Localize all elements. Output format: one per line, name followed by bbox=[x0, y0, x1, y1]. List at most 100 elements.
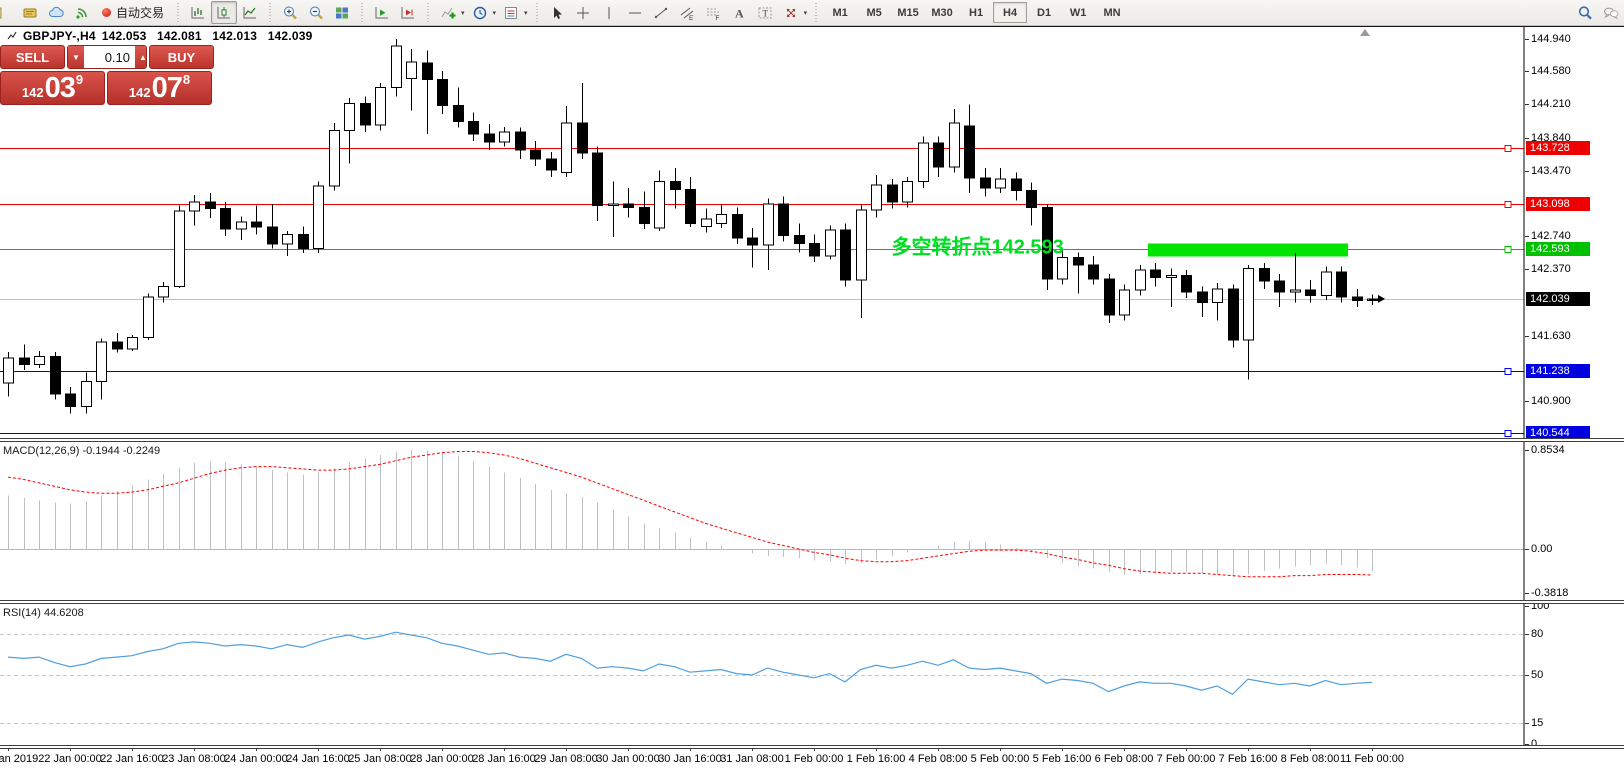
price-tick: 80 bbox=[1524, 627, 1544, 640]
candle bbox=[732, 207, 743, 245]
symbol-period: GBPJPY-,H4 bbox=[23, 29, 96, 43]
rsi-indicator-label: RSI(14) 44.6208 bbox=[3, 607, 84, 619]
turning-point-annotation[interactable]: 多空转折点142.593 bbox=[892, 234, 1064, 258]
arrows-icon[interactable] bbox=[778, 1, 804, 24]
autotrading-button[interactable]: 自动交易 bbox=[95, 2, 171, 23]
chart-shift-icon[interactable] bbox=[395, 1, 421, 24]
price-tick: 140.900 bbox=[1525, 395, 1571, 408]
candle bbox=[763, 198, 774, 271]
timeframe-button-h1[interactable]: H1 bbox=[969, 6, 984, 19]
candle bbox=[391, 38, 402, 97]
equidistant-channel-icon[interactable]: E bbox=[674, 1, 700, 24]
price-tick: 144.580 bbox=[1525, 65, 1571, 78]
price-tick: 0 bbox=[1524, 738, 1538, 750]
time-axis-label: 30 Jan 16:00 bbox=[658, 753, 722, 765]
candle bbox=[1228, 284, 1239, 348]
green-zone-rectangle[interactable] bbox=[1148, 243, 1348, 257]
buy-price[interactable]: 142 07 8 bbox=[107, 71, 212, 105]
text-label-icon[interactable]: T bbox=[752, 1, 778, 24]
sell-price-big: 03 bbox=[44, 72, 76, 104]
templates-icon[interactable] bbox=[498, 1, 524, 24]
text-icon[interactable]: A bbox=[726, 1, 752, 24]
candle bbox=[561, 106, 572, 177]
chart-mini-icon bbox=[7, 31, 17, 40]
timeframe-button-h4[interactable]: H4 bbox=[993, 2, 1028, 23]
ohlc-values: 142.053 142.081 142.013 142.039 bbox=[102, 29, 320, 43]
high-value: 142.081 bbox=[157, 29, 202, 43]
time-axis-label: 29 Jan 08:00 bbox=[534, 753, 598, 765]
templates-icon-dropdown[interactable]: ▾ bbox=[524, 9, 528, 17]
trendline-icon[interactable] bbox=[648, 1, 674, 24]
timeframe-button-d1[interactable]: D1 bbox=[1037, 6, 1052, 19]
candle bbox=[902, 176, 913, 208]
candle bbox=[127, 334, 138, 351]
close-value: 142.039 bbox=[267, 29, 313, 43]
timeframe-button-m30[interactable]: M30 bbox=[931, 6, 953, 19]
scroll-to-end-marker[interactable] bbox=[1360, 29, 1370, 36]
candle bbox=[65, 386, 76, 414]
crosshair-icon[interactable] bbox=[570, 1, 596, 24]
sell-button[interactable]: SELL bbox=[0, 45, 65, 69]
panel-separator-rsi[interactable] bbox=[0, 600, 1624, 604]
svg-text:E: E bbox=[689, 15, 694, 21]
candle bbox=[1073, 252, 1084, 294]
volume-input[interactable] bbox=[84, 46, 135, 68]
time-axis-label: 4 Feb 08:00 bbox=[908, 753, 968, 765]
sell-price[interactable]: 142 03 9 bbox=[0, 71, 105, 105]
main-price-panel: 多空转折点142.593 bbox=[0, 38, 1524, 437]
chat-icon[interactable] bbox=[1598, 1, 1624, 24]
new-order-icon[interactable] bbox=[17, 1, 43, 24]
candle bbox=[220, 202, 231, 237]
time-axis-label: 31 Jan 08:00 bbox=[720, 753, 784, 765]
bar-chart-icon[interactable] bbox=[185, 1, 211, 24]
mql5-community-icon[interactable] bbox=[43, 1, 69, 24]
line-chart-icon[interactable] bbox=[237, 1, 263, 24]
price-tick: 143.470 bbox=[1525, 164, 1571, 177]
cursor-icon[interactable] bbox=[544, 1, 570, 24]
new-order-partial-icon[interactable] bbox=[0, 1, 17, 24]
horizontal-line-icon[interactable] bbox=[622, 1, 648, 24]
timeframe-button-m15[interactable]: M15 bbox=[897, 6, 919, 19]
rsi-value: 44.6208 bbox=[43, 607, 84, 619]
indicators-icon[interactable] bbox=[435, 1, 461, 24]
buy-button[interactable]: BUY bbox=[149, 45, 214, 69]
fibonacci-icon[interactable]: F bbox=[700, 1, 726, 24]
price-tick: 15 bbox=[1524, 717, 1544, 730]
zoom-out-icon[interactable] bbox=[303, 1, 329, 24]
candle bbox=[639, 191, 650, 229]
signals-icon[interactable] bbox=[69, 1, 95, 24]
timeframe-button-w1[interactable]: W1 bbox=[1069, 6, 1087, 19]
timeframe-button-mn[interactable]: MN bbox=[1103, 6, 1121, 19]
rsi-name: RSI(14) bbox=[3, 607, 41, 619]
candle bbox=[592, 146, 603, 221]
indicators-icon-dropdown[interactable]: ▾ bbox=[461, 9, 465, 17]
time-axis-label: 7 Feb 00:00 bbox=[1156, 753, 1216, 765]
tile-windows-icon[interactable] bbox=[329, 1, 355, 24]
volume-decrease-button[interactable]: ▼ bbox=[68, 46, 84, 68]
vertical-line-icon[interactable] bbox=[596, 1, 622, 24]
panel-separator-macd[interactable] bbox=[0, 438, 1624, 442]
search-icon[interactable] bbox=[1572, 1, 1598, 24]
time-axis-label: 6 Feb 08:00 bbox=[1094, 753, 1154, 765]
periods-icon-dropdown[interactable]: ▾ bbox=[492, 9, 497, 17]
arrows-icon-dropdown[interactable]: ▾ bbox=[803, 9, 808, 17]
price-tick: 50 bbox=[1524, 669, 1544, 681]
candle bbox=[251, 205, 262, 235]
timeframe-button-m5[interactable]: M5 bbox=[866, 6, 882, 19]
time-axis-label: 28 Jan 16:00 bbox=[472, 753, 536, 765]
periods-icon[interactable] bbox=[467, 1, 493, 24]
zoom-in-icon[interactable] bbox=[277, 1, 303, 24]
volume-increase-button[interactable]: ▲ bbox=[135, 46, 146, 68]
candle bbox=[34, 350, 45, 368]
time-axis-label: 22 Jan 16:00 bbox=[100, 753, 164, 765]
candle bbox=[375, 82, 386, 131]
candle bbox=[360, 96, 371, 133]
auto-scroll-icon[interactable] bbox=[369, 1, 395, 24]
timeframe-button-m1[interactable]: M1 bbox=[832, 6, 848, 19]
buy-price-big: 07 bbox=[151, 72, 183, 104]
price-axis[interactable]: 143.728 143.098 142.593 141.238 140.544 142.0… bbox=[1524, 0, 1624, 773]
toolbar-separator bbox=[267, 3, 274, 22]
candlestick-chart-icon[interactable] bbox=[211, 1, 238, 24]
